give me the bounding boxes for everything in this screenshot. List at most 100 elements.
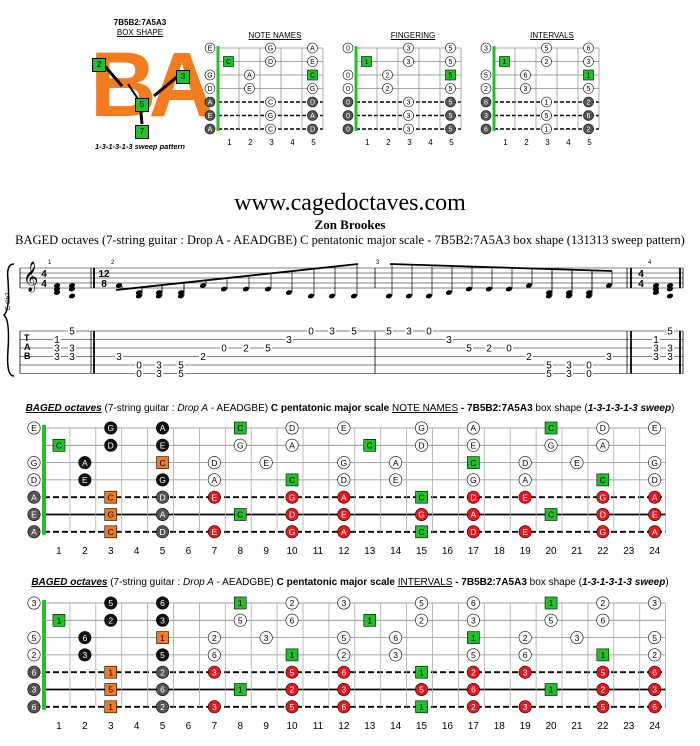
tab-number: 5 [466, 344, 472, 355]
note-label: 2 [652, 650, 657, 660]
tab-letter: A [24, 342, 31, 352]
note-label: 1 [57, 616, 62, 626]
note-circle [596, 438, 610, 452]
note-box [467, 631, 480, 644]
note-label: 3 [471, 616, 476, 626]
note-label: A [652, 492, 658, 502]
tab-number-bg [135, 369, 143, 378]
note-label: 1 [549, 598, 554, 608]
mini-fret-number: 4 [428, 138, 433, 147]
tab-number: 3 [329, 327, 335, 338]
note-head [328, 293, 336, 299]
note-circle [27, 473, 41, 487]
tab-number-bg [465, 343, 473, 353]
fret-number: 9 [263, 546, 269, 557]
tab-number-bg [68, 343, 76, 353]
note-circle [207, 700, 221, 714]
note-circle [466, 596, 480, 610]
note-label: A [31, 527, 37, 537]
mini-note-circle [204, 123, 216, 135]
ft1-c: Drop A [177, 403, 209, 414]
note-label: G [470, 475, 477, 485]
mini-note-circle [403, 123, 414, 135]
note-circle [466, 438, 480, 452]
note-circle [285, 438, 299, 452]
logo-badge-5: 5 [135, 98, 149, 112]
note-label: A [160, 423, 166, 433]
tab-number: 0 [136, 361, 142, 372]
note-circle [466, 700, 480, 714]
tab-number: 3 [69, 352, 75, 363]
note-circle [285, 596, 299, 610]
note-head [350, 293, 358, 299]
note-label: 3 [393, 650, 398, 660]
mini-note-label: D [310, 100, 315, 107]
note-label: 3 [32, 598, 37, 608]
note-label: A [393, 458, 399, 468]
mini-note-circle [342, 110, 354, 121]
mini-note-label: 2 [386, 86, 390, 93]
note-label: 6 [160, 598, 165, 608]
note-circle [104, 421, 118, 435]
tab-number: 0 [586, 361, 592, 372]
note-circle [648, 700, 662, 714]
mini-note-circle [342, 42, 354, 54]
tab-number: 3 [286, 335, 292, 346]
note-label: 3 [212, 702, 217, 712]
mini-note-label: 3 [587, 59, 591, 66]
note-label: 6 [652, 702, 657, 712]
note-label: A [600, 441, 606, 451]
note-circle [156, 473, 170, 487]
note-label: 1 [600, 650, 605, 660]
measure-number: 3 [376, 260, 380, 266]
note-label: G [418, 510, 425, 520]
author: Zon Brookes [314, 217, 386, 232]
mini-title-names: NOTE NAMES [248, 31, 302, 40]
note-circle [648, 683, 662, 697]
tab-number: 0 [136, 369, 142, 380]
note-label: 3 [575, 633, 580, 643]
note-label: D [211, 458, 217, 468]
note-circle [78, 456, 92, 470]
fret-number: 21 [571, 546, 583, 557]
note-circle [156, 596, 170, 610]
note-circle [544, 438, 558, 452]
note-head [264, 286, 272, 292]
fret-number: 18 [494, 721, 506, 732]
fret-number: 7 [212, 546, 218, 557]
note-box [415, 490, 428, 504]
note-circle [156, 438, 170, 452]
fret-number: 17 [468, 546, 480, 557]
mini-note-circle [480, 42, 492, 54]
note-label: G [159, 475, 166, 485]
note-label: 1 [108, 667, 113, 677]
mini-note-label: G [268, 113, 273, 120]
mini-note-circle [204, 83, 216, 94]
mini-note-label: 3 [407, 113, 411, 120]
tab-number-bg [242, 343, 250, 353]
note-circle [648, 648, 662, 662]
note-head [385, 293, 393, 299]
note-head [220, 286, 228, 292]
note-circle [415, 683, 429, 697]
fret-number: 21 [571, 721, 583, 732]
note-label: 5 [600, 702, 605, 712]
ft1-j: ) [671, 403, 675, 414]
note-box [104, 508, 118, 521]
mini-fret-number: 4 [566, 138, 571, 147]
note-label: 3 [523, 702, 528, 712]
note-label: E [212, 492, 218, 502]
note-head [155, 290, 163, 295]
note-label: G [418, 423, 425, 433]
note-circle [466, 473, 480, 487]
note-label: D [470, 527, 476, 537]
fret-number: 6 [186, 546, 192, 557]
note-label: C [418, 492, 424, 502]
note-circle [648, 508, 662, 522]
tab-number: 5 [386, 327, 392, 338]
note-circle [596, 490, 610, 504]
note-label: G [237, 441, 244, 451]
mini-note-circle [307, 123, 318, 135]
tab-number: 0 [308, 327, 314, 338]
note-circle [466, 421, 480, 435]
